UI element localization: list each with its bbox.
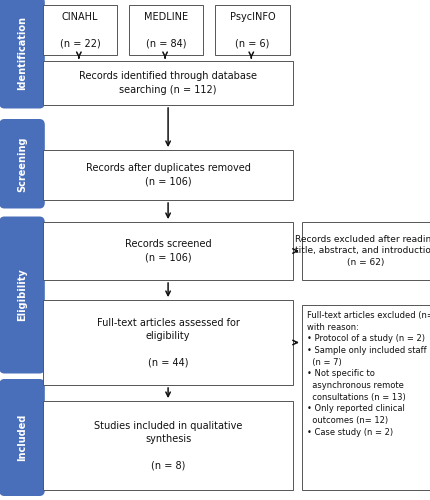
Text: PsycINFO

(n = 6): PsycINFO (n = 6) bbox=[229, 12, 275, 48]
Text: Eligibility: Eligibility bbox=[17, 268, 27, 322]
FancyBboxPatch shape bbox=[301, 305, 429, 490]
Text: Included: Included bbox=[17, 414, 27, 461]
Text: Studies included in qualitative
synthesis

(n = 8): Studies included in qualitative synthesi… bbox=[94, 420, 242, 470]
FancyBboxPatch shape bbox=[43, 5, 117, 55]
Text: MEDLINE

(n = 84): MEDLINE (n = 84) bbox=[144, 12, 188, 48]
FancyBboxPatch shape bbox=[43, 401, 292, 490]
FancyBboxPatch shape bbox=[43, 300, 292, 385]
Text: Records after duplicates removed
(n = 106): Records after duplicates removed (n = 10… bbox=[86, 164, 250, 186]
FancyBboxPatch shape bbox=[0, 119, 45, 208]
FancyBboxPatch shape bbox=[0, 0, 45, 108]
FancyBboxPatch shape bbox=[129, 5, 203, 55]
Text: Records excluded after reading
title, abstract, and introduction
(n = 62): Records excluded after reading title, ab… bbox=[294, 234, 430, 268]
Text: Screening: Screening bbox=[17, 136, 27, 192]
Text: Full-text articles excluded (n=36),
with reason:
• Protocol of a study (n = 2)
•: Full-text articles excluded (n=36), with… bbox=[306, 311, 430, 436]
Text: Records identified through database
searching (n = 112): Records identified through database sear… bbox=[79, 72, 256, 94]
FancyBboxPatch shape bbox=[0, 379, 45, 496]
Text: CINAHL

(n = 22): CINAHL (n = 22) bbox=[60, 12, 100, 48]
Text: Full-text articles assessed for
eligibility

(n = 44): Full-text articles assessed for eligibil… bbox=[96, 318, 239, 368]
FancyBboxPatch shape bbox=[43, 150, 292, 200]
FancyBboxPatch shape bbox=[0, 216, 45, 374]
Text: Identification: Identification bbox=[17, 16, 27, 90]
FancyBboxPatch shape bbox=[43, 222, 292, 280]
FancyBboxPatch shape bbox=[43, 61, 292, 105]
FancyBboxPatch shape bbox=[301, 222, 429, 280]
Text: Records screened
(n = 106): Records screened (n = 106) bbox=[125, 240, 211, 262]
FancyBboxPatch shape bbox=[215, 5, 289, 55]
